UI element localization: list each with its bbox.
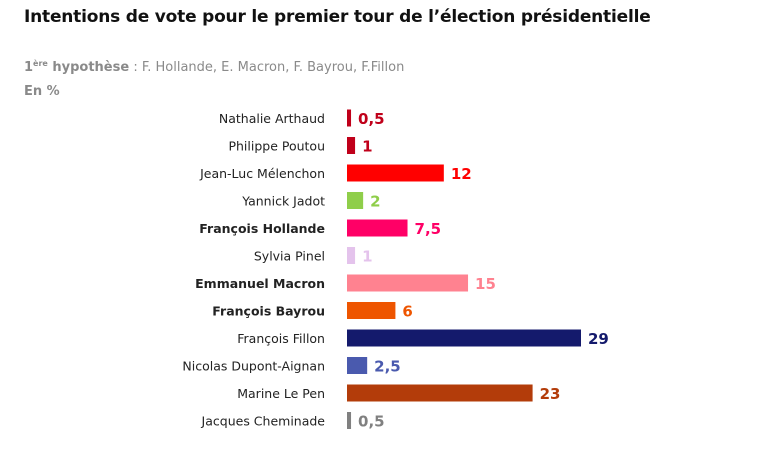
value-label-francois-fillon: 29 bbox=[588, 330, 609, 348]
category-label-jacques-cheminade: Jacques Cheminade bbox=[201, 414, 326, 429]
value-label-francois-hollande: 7,5 bbox=[415, 220, 442, 238]
value-label-jacques-cheminade: 0,5 bbox=[358, 413, 385, 431]
category-label-francois-hollande: François Hollande bbox=[199, 221, 325, 236]
bar-francois-bayrou bbox=[347, 302, 396, 319]
value-label-sylvia-pinel: 1 bbox=[362, 248, 372, 266]
subtitle-bold: hypothèse bbox=[52, 60, 130, 75]
bar-marine-le-pen bbox=[347, 384, 533, 402]
bar-yannick-jadot bbox=[347, 192, 364, 209]
category-label-jean-luc-melenchon: Jean-Luc Mélenchon bbox=[199, 166, 325, 181]
subtitle-sup: ère bbox=[33, 59, 48, 68]
subtitle-ordinal: 1 bbox=[24, 60, 34, 75]
category-label-sylvia-pinel: Sylvia Pinel bbox=[254, 249, 325, 264]
unit-label: En % bbox=[24, 84, 60, 99]
value-label-philippe-poutou: 1 bbox=[362, 138, 372, 156]
bar-sylvia-pinel bbox=[347, 247, 356, 264]
value-label-nathalie-arthaud: 0,5 bbox=[358, 110, 385, 128]
category-label-marine-le-pen: Marine Le Pen bbox=[237, 386, 325, 401]
subtitle-candidates: : F. Hollande, E. Macron, F. Bayrou, F.F… bbox=[129, 60, 405, 75]
category-label-emmanuel-macron: Emmanuel Macron bbox=[195, 276, 325, 291]
bar-francois-fillon bbox=[347, 329, 581, 347]
value-label-emmanuel-macron: 15 bbox=[475, 275, 496, 293]
bar-jean-luc-melenchon bbox=[347, 164, 444, 182]
bar-nicolas-dupont-aignan bbox=[347, 357, 368, 374]
value-label-nicolas-dupont-aignan: 2,5 bbox=[374, 358, 401, 376]
category-label-yannick-jadot: Yannick Jadot bbox=[241, 194, 325, 209]
bar-francois-hollande bbox=[347, 219, 408, 237]
category-label-francois-fillon: François Fillon bbox=[237, 331, 325, 346]
category-label-nicolas-dupont-aignan: Nicolas Dupont-Aignan bbox=[182, 359, 325, 374]
bar-philippe-poutou bbox=[347, 137, 356, 154]
chart-subtitle: 1ère hypothèse : F. Hollande, E. Macron,… bbox=[24, 59, 404, 75]
bar-emmanuel-macron bbox=[347, 274, 469, 292]
subtitle-hypothesis: 1ère hypothèse bbox=[24, 59, 130, 75]
bar-nathalie-arthaud bbox=[347, 109, 352, 127]
category-label-philippe-poutou: Philippe Poutou bbox=[228, 139, 325, 154]
value-label-marine-le-pen: 23 bbox=[540, 385, 561, 403]
value-label-francois-bayrou: 6 bbox=[402, 303, 412, 321]
value-label-yannick-jadot: 2 bbox=[370, 193, 380, 211]
category-label-nathalie-arthaud: Nathalie Arthaud bbox=[219, 111, 325, 126]
value-label-jean-luc-melenchon: 12 bbox=[451, 165, 472, 183]
category-label-francois-bayrou: François Bayrou bbox=[212, 304, 325, 319]
bar-jacques-cheminade bbox=[347, 412, 352, 429]
chart-title: Intentions de vote pour le premier tour … bbox=[24, 7, 651, 27]
